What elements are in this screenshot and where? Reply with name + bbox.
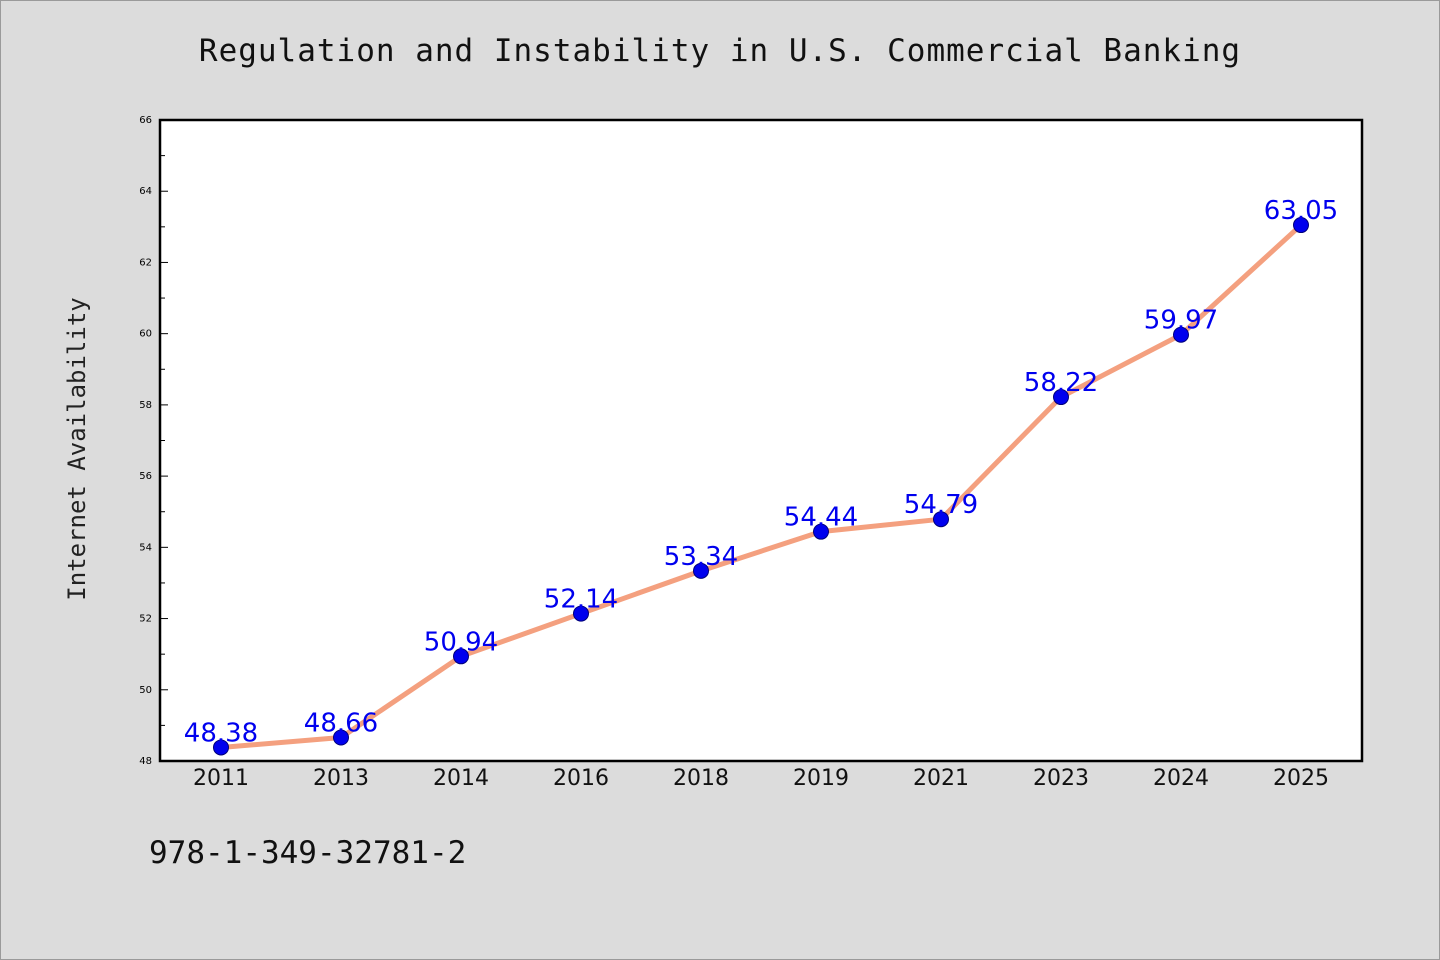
data-point [213, 739, 229, 756]
data-point [453, 648, 469, 665]
y-tick-label: 62 [139, 257, 152, 268]
data-label: 50.94 [424, 627, 498, 657]
x-tick-label: 2016 [553, 766, 609, 791]
x-axis: 2011 2013 2014 2016 2018 2019 2021 2023 2024 2025 [193, 766, 1329, 791]
x-tick-label: 2021 [913, 766, 969, 791]
x-tick-label: 2024 [1153, 766, 1209, 791]
y-tick-label: 58 [139, 400, 152, 411]
data-label: 54.79 [904, 490, 978, 520]
data-label: 58.22 [1024, 368, 1098, 398]
y-tick-label: 54 [139, 542, 152, 553]
y-tick-label: 48 [139, 756, 152, 767]
x-tick-label: 2014 [433, 766, 489, 791]
chart-title: Regulation and Instability in U.S. Comme… [198, 33, 1242, 69]
data-point [933, 511, 949, 528]
data-label: 63.05 [1264, 196, 1338, 226]
data-label: 53.34 [664, 542, 738, 572]
y-tick-label: 50 [139, 685, 152, 696]
data-label: 54.44 [784, 503, 858, 533]
data-point [1173, 326, 1189, 343]
isbn-text: 978-1-349-32781-2 [149, 835, 467, 871]
x-tick-label: 2013 [313, 766, 369, 791]
y-tick-label: 64 [139, 186, 152, 197]
series-group: 48.38 48.66 50.94 52.14 53.34 54.44 54.79 58.22… [184, 196, 1338, 756]
data-point [573, 605, 589, 622]
x-tick-label: 2018 [673, 766, 729, 791]
y-axis: 48 50 52 54 56 58 60 62 64 66 [139, 115, 168, 767]
data-point [1053, 389, 1069, 406]
data-point [693, 562, 709, 579]
plot-area [158, 118, 1364, 763]
data-label: 48.38 [184, 718, 258, 748]
x-tick-label: 2011 [193, 766, 249, 791]
data-label: 52.14 [544, 585, 618, 615]
y-tick-label: 52 [139, 614, 152, 625]
x-tick-label: 2019 [793, 766, 849, 791]
data-label: 48.66 [304, 708, 378, 738]
data-point [333, 729, 349, 746]
y-tick-label: 66 [139, 115, 152, 126]
y-tick-label: 56 [139, 471, 152, 482]
data-point [1293, 217, 1309, 234]
data-point [813, 523, 829, 540]
y-tick-label: 60 [139, 329, 152, 340]
series-line [218, 222, 1304, 750]
x-tick-label: 2025 [1273, 766, 1329, 791]
x-tick-label: 2023 [1033, 766, 1089, 791]
data-label: 59.97 [1144, 306, 1218, 336]
